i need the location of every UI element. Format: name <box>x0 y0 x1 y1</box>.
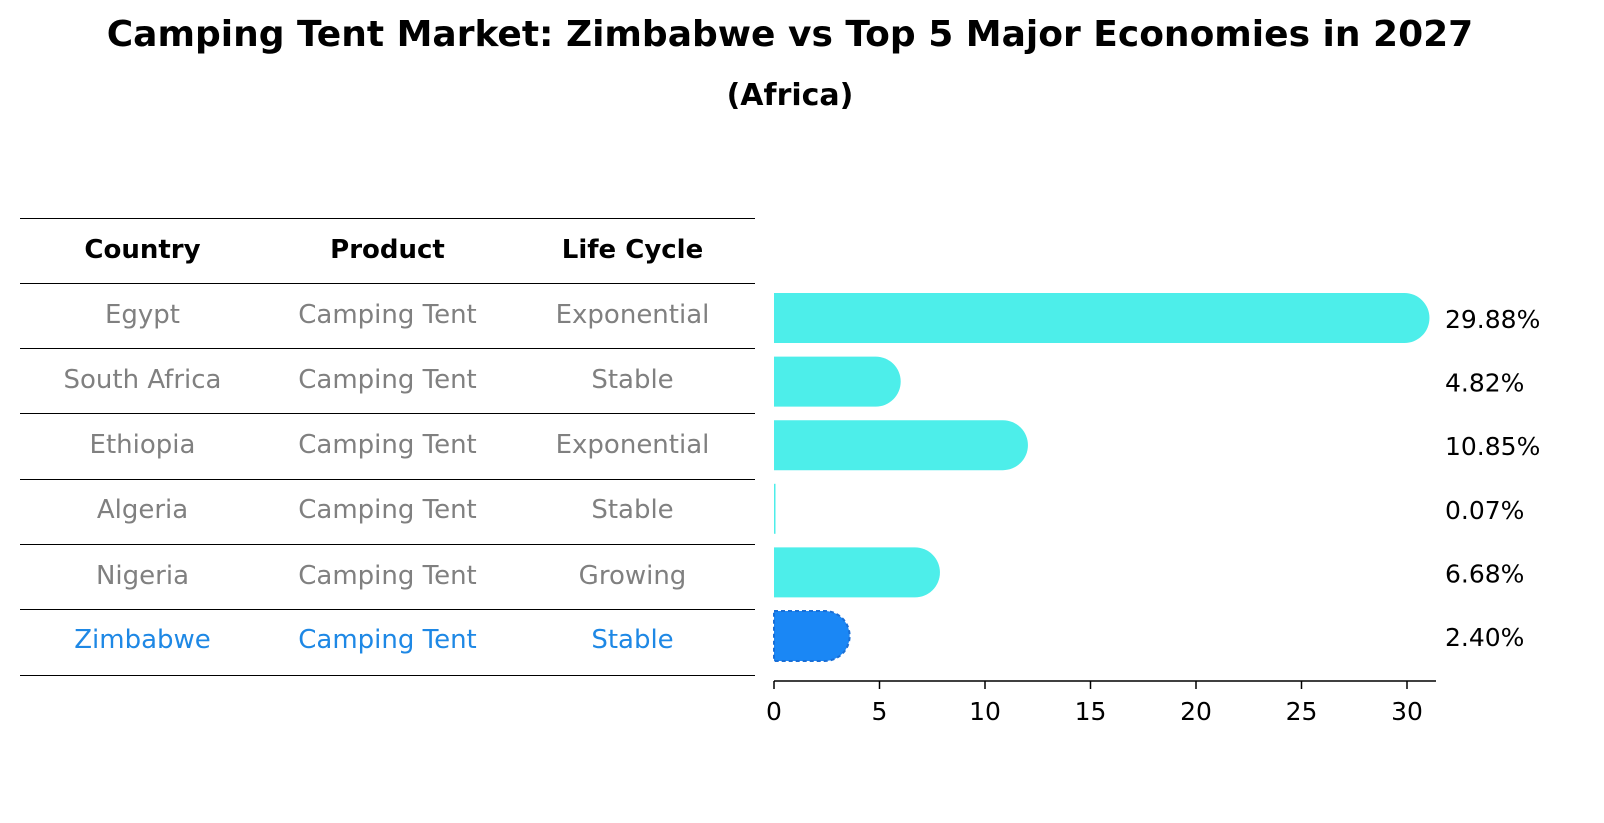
value-label: 0.07% <box>1445 496 1524 525</box>
header-country: Country <box>84 235 201 265</box>
bar-nigeria <box>774 547 940 598</box>
cell-country: Ethiopia <box>89 430 196 460</box>
value-label: 4.82% <box>1445 369 1524 398</box>
x-tick-label: 0 <box>766 697 782 726</box>
chart-title: Camping Tent Market: Zimbabwe vs Top 5 M… <box>106 14 1474 55</box>
cell-country: Nigeria <box>95 561 190 591</box>
value-label: 29.88% <box>1445 305 1540 334</box>
x-tick-label: 15 <box>1075 697 1107 726</box>
table-rule <box>20 283 755 284</box>
x-tick-label: 10 <box>969 697 1001 726</box>
table-rule <box>20 479 755 480</box>
cell-life-cycle: Stable <box>591 495 674 525</box>
value-label: 2.40% <box>1445 623 1524 652</box>
table-rule <box>20 544 755 545</box>
table-rule <box>20 675 755 676</box>
cell-life-cycle: Stable <box>591 365 674 395</box>
cell-product: Camping Tent <box>298 300 477 330</box>
cell-product: Camping Tent <box>298 430 477 460</box>
bar-egypt <box>774 293 1430 343</box>
cell-life-cycle: Exponential <box>555 300 710 330</box>
table-rule <box>20 348 755 349</box>
bar-algeria <box>774 483 776 534</box>
cell-life-cycle: Exponential <box>555 430 710 460</box>
cell-country: Algeria <box>96 495 189 525</box>
cell-life-cycle: Growing <box>578 561 687 591</box>
x-tick-label: 30 <box>1391 697 1423 726</box>
value-label: 10.85% <box>1445 432 1540 461</box>
bar-ethiopia <box>774 420 1028 471</box>
bar-zimbabwe <box>773 610 851 662</box>
cell-country: Zimbabwe <box>74 625 211 655</box>
header-life-cycle: Life Cycle <box>561 235 704 265</box>
cell-country: South Africa <box>63 365 222 395</box>
table-rule <box>20 218 755 219</box>
x-tick-label: 20 <box>1180 697 1212 726</box>
table-rule <box>20 413 755 414</box>
table-rule <box>20 609 755 610</box>
cell-life-cycle: Stable <box>591 625 674 655</box>
bar-south-africa <box>774 356 901 407</box>
x-tick-label: 25 <box>1286 697 1318 726</box>
header-product: Product <box>330 235 445 265</box>
cell-country: Egypt <box>104 300 181 330</box>
cell-product: Camping Tent <box>298 495 477 525</box>
value-label: 6.68% <box>1445 559 1524 588</box>
x-tick-label: 5 <box>872 697 888 726</box>
cell-product: Camping Tent <box>298 365 477 395</box>
cell-product: Camping Tent <box>298 561 477 591</box>
cell-product: Camping Tent <box>298 625 477 655</box>
chart-subtitle: (Africa) <box>726 78 854 113</box>
